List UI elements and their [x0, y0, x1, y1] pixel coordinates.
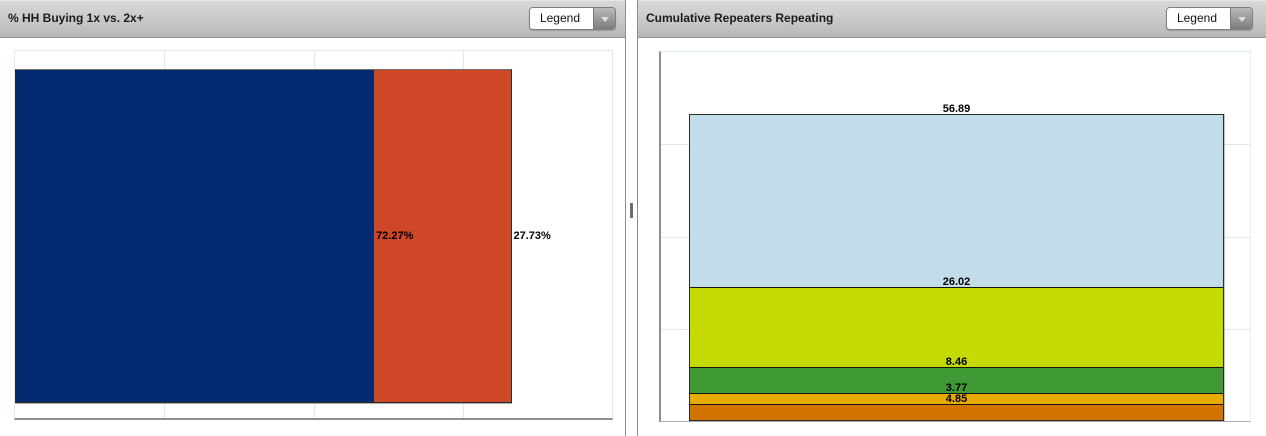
segment-value-label: 8.46	[945, 355, 968, 368]
segment-value-label: 4.85	[945, 393, 968, 406]
panel-header: % HH Buying 1x vs. 2x+ Legend	[0, 0, 625, 38]
panel-title: Cumulative Repeaters Repeating	[646, 11, 834, 25]
bar-segment-1[interactable]	[16, 70, 375, 402]
legend-button[interactable]: Legend	[1165, 7, 1253, 30]
bar-segment-4[interactable]	[690, 288, 1223, 368]
legend-button-label: Legend	[1166, 8, 1230, 29]
right-plot-area: 4.85 3.77 8.46 26.02 56.89	[659, 51, 1251, 422]
segment-value-label: 72.27%	[376, 230, 414, 242]
chevron-down-icon	[600, 16, 609, 22]
panel-title: % HH Buying 1x vs. 2x+	[8, 11, 144, 25]
chevron-down-icon	[1237, 16, 1246, 22]
legend-dropdown-toggle[interactable]	[1230, 8, 1252, 29]
hh-buying-panel: % HH Buying 1x vs. 2x+ Legend 72.27% 27.7…	[0, 0, 626, 436]
bar-segment-3[interactable]	[690, 367, 1223, 394]
left-stacked-bar: 72.27% 27.73%	[15, 69, 551, 403]
bar-segment-2[interactable]	[690, 393, 1223, 406]
panel-splitter[interactable]	[626, 0, 637, 436]
bar-segment-5[interactable]	[690, 114, 1223, 289]
legend-dropdown-toggle[interactable]	[593, 8, 615, 29]
left-plot-area: 72.27% 27.73%	[14, 50, 613, 420]
segment-value-label: 27.73%	[513, 230, 551, 242]
segment-value-label: 26.02	[942, 276, 971, 289]
segment-value-label: 3.77	[945, 381, 968, 394]
legend-button[interactable]: Legend	[528, 7, 616, 30]
right-stacked-bar: 4.85 3.77 8.46 26.02 56.89	[689, 103, 1224, 421]
bar-segment-2[interactable]	[374, 70, 512, 402]
segment-value-label: 56.89	[942, 102, 971, 115]
cumulative-repeaters-panel: Cumulative Repeaters Repeating Legend 4.…	[637, 0, 1266, 436]
bar-segment-1[interactable]	[690, 405, 1223, 420]
legend-button-label: Legend	[529, 8, 593, 29]
splitter-grip-icon	[630, 203, 633, 218]
panel-header: Cumulative Repeaters Repeating Legend	[638, 0, 1266, 38]
